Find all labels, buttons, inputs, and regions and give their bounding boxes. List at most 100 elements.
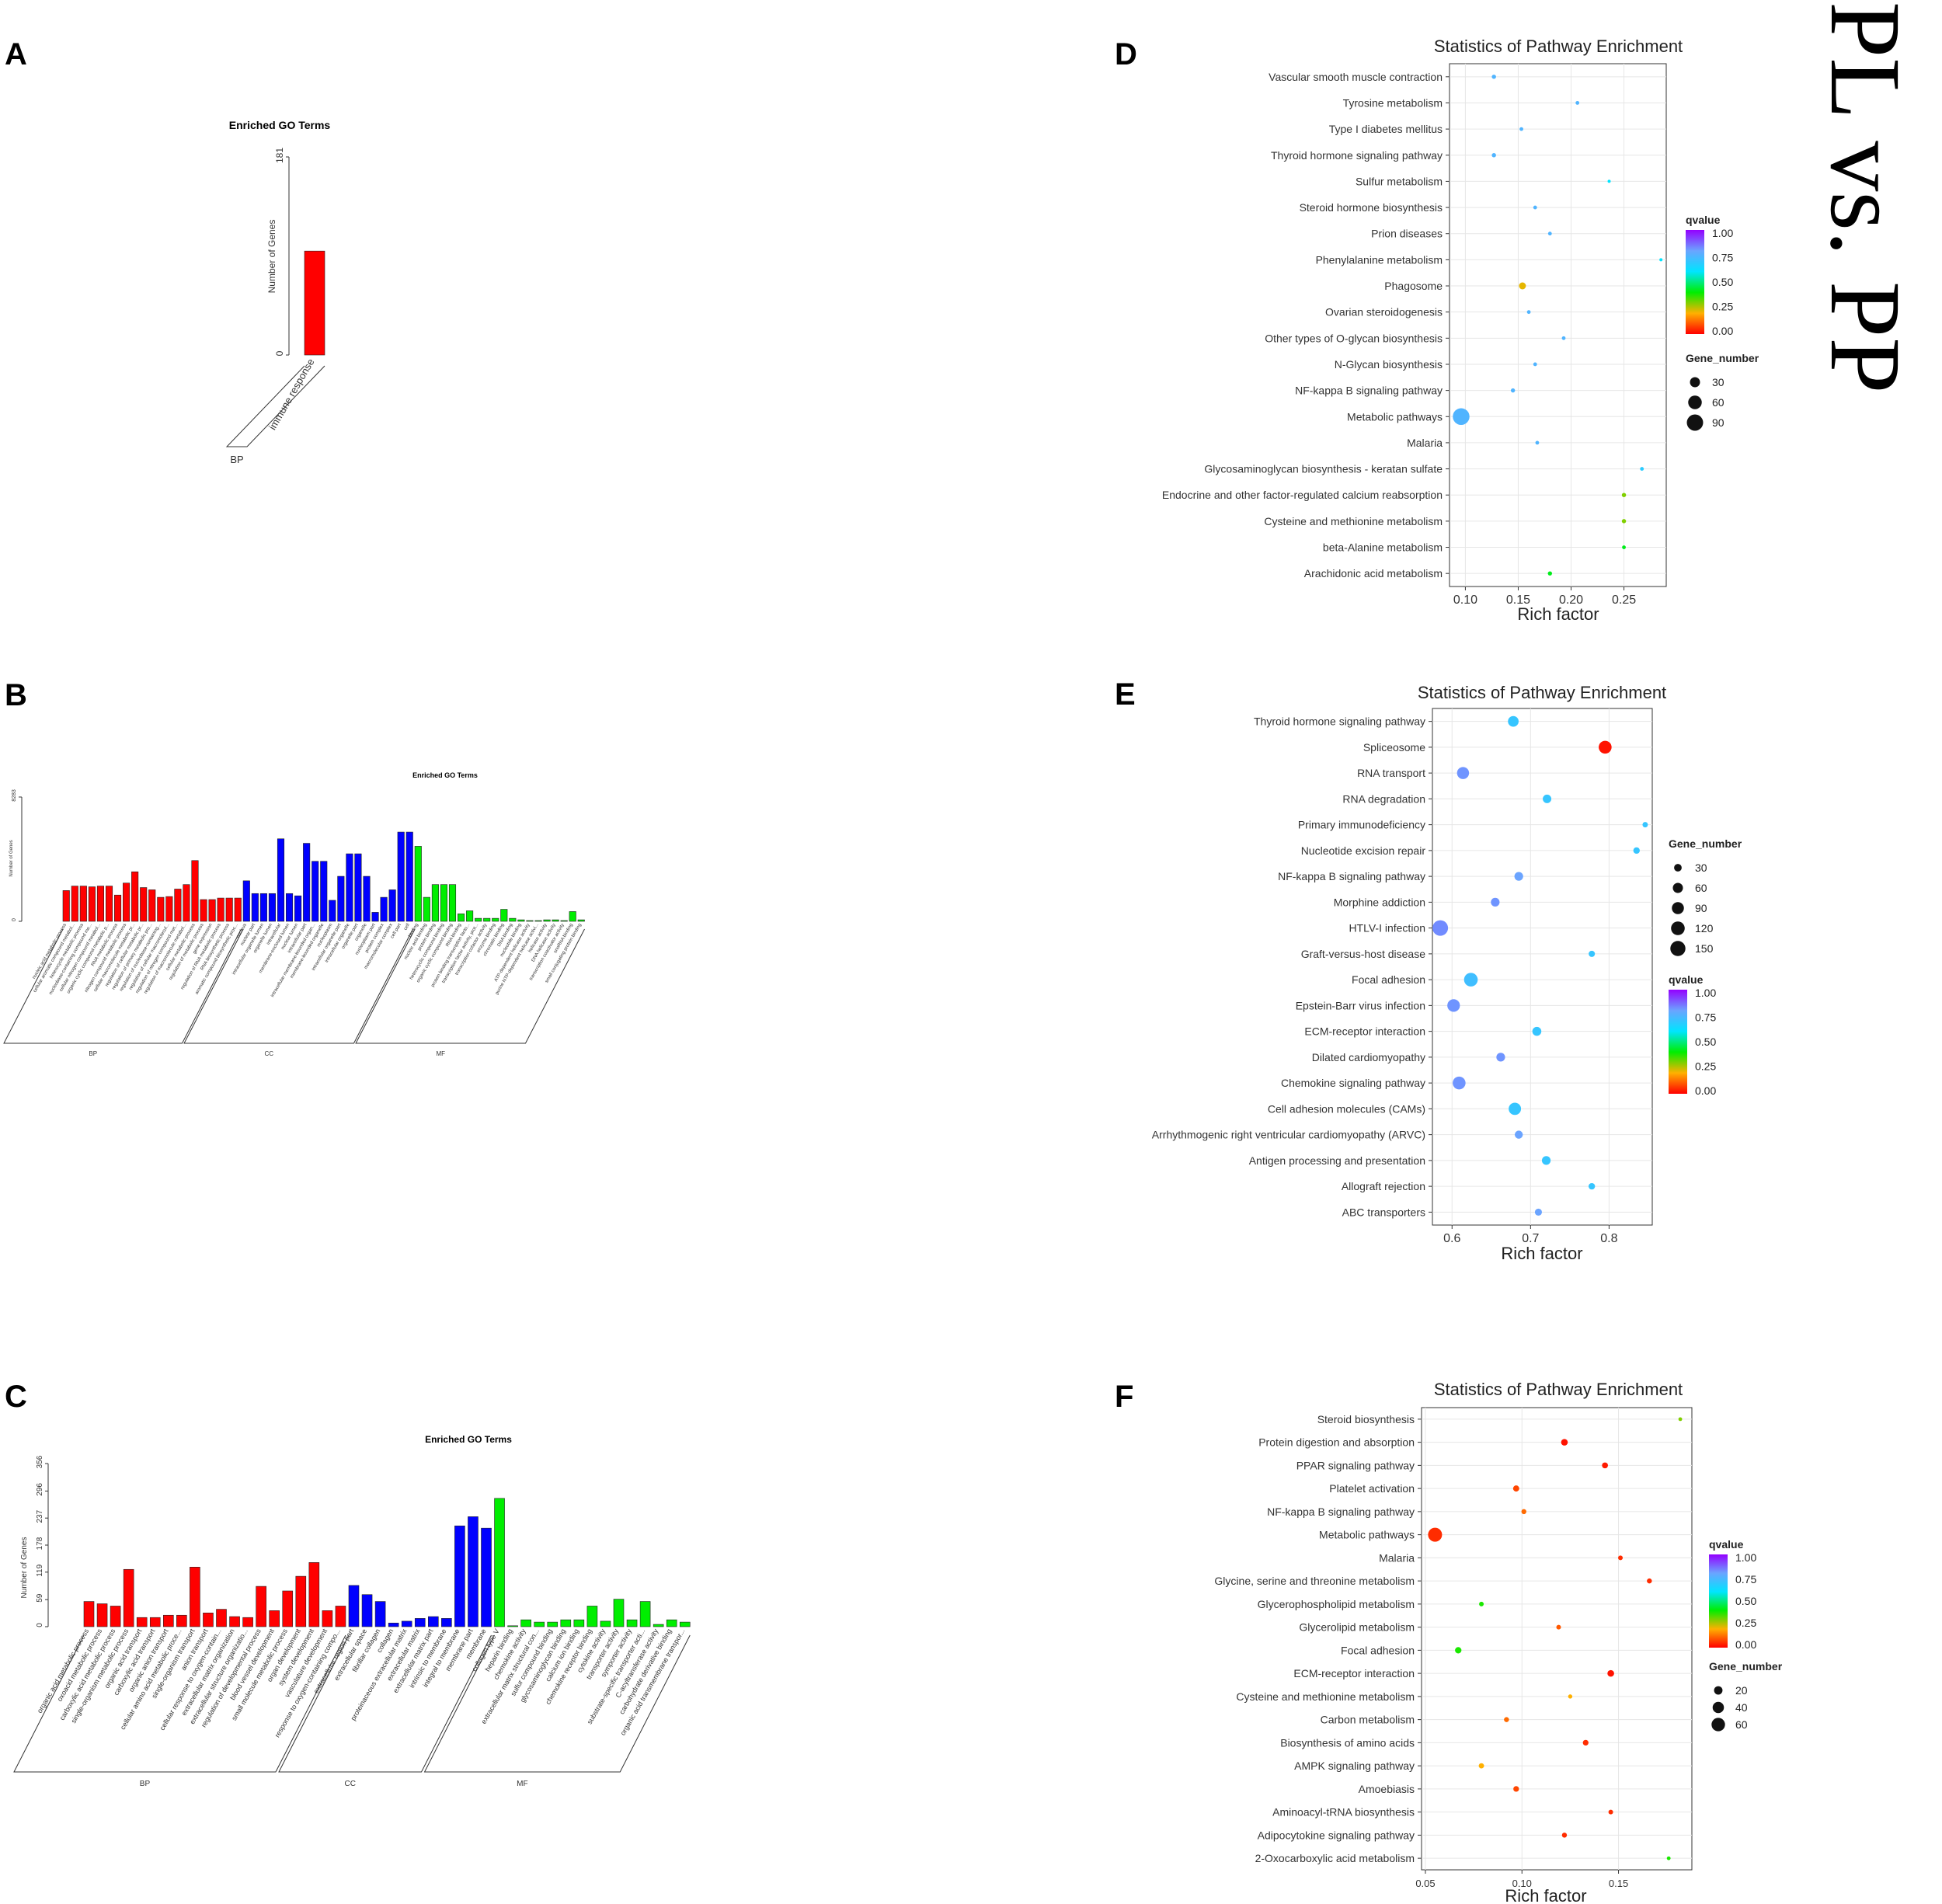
pathway-label: Biosynthesis of amino acids (1280, 1736, 1415, 1749)
group-label-bp: BP (89, 1050, 97, 1057)
bar-bp (88, 886, 96, 922)
panel-d-title: Statistics of Pathway Enrichment (1434, 37, 1683, 56)
bar-bp (322, 1610, 333, 1627)
bar-cc (481, 1527, 492, 1627)
panel-e-title: Statistics of Pathway Enrichment (1418, 683, 1666, 702)
pathway-point (1535, 440, 1540, 445)
pathway-point (1447, 999, 1460, 1012)
x-tick-label: 0.15 (1609, 1878, 1628, 1889)
pathway-point (1479, 1601, 1484, 1606)
pathway-label: Cysteine and methionine metabolism (1236, 1690, 1415, 1703)
pathway-label: RNA transport (1357, 767, 1425, 779)
bar-mf (573, 1619, 585, 1627)
pathway-label: Graft-versus-host disease (1301, 948, 1425, 960)
bar-mf (475, 917, 482, 922)
group-bracket-cc (183, 928, 413, 1044)
gene-number-legend-title: Gene_number (1669, 837, 1742, 850)
bar-bp (131, 871, 139, 922)
panel-f-kegg-scatter: F Statistics of Pathway Enrichment Rich … (1115, 1380, 1783, 1904)
gene-number-legend-dot (1686, 414, 1704, 431)
bar-mf (547, 1621, 559, 1627)
bar-bp (163, 1614, 174, 1627)
pathway-point (1510, 388, 1516, 393)
panel-a-ylabel: Number of Genes (266, 220, 277, 294)
gene-number-legend-label: 20 (1735, 1684, 1748, 1697)
gene-number-legend-label: 90 (1695, 902, 1707, 914)
bar-mf (600, 1620, 611, 1627)
pathway-point (1514, 872, 1523, 881)
comparison-label: PL vs. PP (1809, 2, 1921, 394)
bar-mf (440, 884, 448, 922)
pathway-point (1621, 493, 1627, 497)
bar-mf (500, 909, 508, 922)
panel-f-letter: F (1115, 1380, 1133, 1414)
gene-number-legend-label: 30 (1712, 376, 1724, 388)
pathway-label: Malaria (1379, 1551, 1415, 1564)
pathway-point (1428, 1527, 1443, 1542)
bar-bp (225, 897, 233, 922)
pathway-point (1607, 1669, 1614, 1677)
gene-number-legend-dot (1711, 1718, 1725, 1732)
qvalue-tick-label: 0.75 (1712, 252, 1733, 264)
bar-cc (468, 1516, 479, 1627)
qvalue-legend-title: qvalue (1669, 973, 1704, 986)
qvalue-tick-label: 0.25 (1695, 1060, 1716, 1073)
pathway-label: Tyrosine metabolism (1343, 96, 1443, 109)
group-label-cc: CC (264, 1050, 273, 1057)
bar-mf (626, 1619, 638, 1627)
panel-f-title: Statistics of Pathway Enrichment (1434, 1380, 1683, 1399)
pathway-point (1561, 1833, 1568, 1838)
pathway-label: beta-Alanine metabolism (1323, 541, 1443, 554)
pathway-label: Type I diabetes mellitus (1329, 123, 1443, 135)
bar-bp (234, 897, 242, 922)
group-bracket-cc (278, 1634, 492, 1773)
bar-bp (96, 886, 104, 922)
pathway-label: Steroid biosynthesis (1317, 1413, 1415, 1425)
bar-mf (520, 1619, 531, 1627)
pathway-label: Epstein-Barr virus infection (1296, 999, 1425, 1011)
pathway-label: Malaria (1407, 437, 1443, 449)
pathway-label: Arachidonic acid metabolism (1304, 567, 1443, 580)
bar-mf (613, 1599, 625, 1627)
pathway-point (1602, 1462, 1608, 1469)
qvalue-tick-label: 0.00 (1712, 325, 1733, 337)
plot-frame (1421, 1407, 1693, 1871)
bar-bp (123, 882, 131, 922)
pathway-label: NF-kappa B signaling pathway (1267, 1505, 1415, 1518)
bar-bp (203, 1613, 214, 1627)
pathway-point (1491, 75, 1496, 79)
panel-d-kegg-scatter: D Statistics of Pathway Enrichment Rich … (1115, 37, 1759, 624)
gene-number-legend-label: 40 (1735, 1701, 1748, 1714)
bar-mf (666, 1619, 677, 1627)
pathway-label: Focal adhesion (1341, 1644, 1415, 1656)
category-label: cell (403, 923, 411, 931)
pathway-label: Vascular smooth muscle contraction (1269, 71, 1443, 83)
bar-bp (242, 1617, 253, 1627)
panel-e-xlabel: Rich factor (1501, 1244, 1582, 1263)
panel-c-letter: C (5, 1380, 27, 1414)
bar-bp (71, 886, 78, 922)
bar-bp (83, 1601, 95, 1627)
pathway-label: Prion diseases (1371, 228, 1443, 240)
bar-mf (517, 919, 525, 922)
bar-cc (320, 861, 328, 922)
bar-mf (577, 919, 585, 922)
pathway-label: Protein digestion and absorption (1258, 1436, 1415, 1449)
pathway-point (1618, 1555, 1624, 1561)
pathway-label: Endocrine and other factor-regulated cal… (1162, 489, 1443, 501)
bar-cc (397, 831, 405, 922)
pathway-label: 2-Oxocarboxylic acid metabolism (1255, 1852, 1415, 1864)
x-tick-label: 0.8 (1600, 1232, 1617, 1245)
bar-bp (295, 1575, 307, 1627)
bar-bp (62, 890, 70, 922)
pathway-point (1633, 847, 1640, 855)
bar-bp (282, 1590, 294, 1627)
pathway-point (1582, 1739, 1589, 1746)
bar-mf (679, 1621, 691, 1627)
bar-cc (346, 853, 353, 922)
pathway-label: Dilated cardiomyopathy (1312, 1051, 1425, 1063)
pathway-point (1533, 362, 1537, 367)
gene-number-legend-label: 30 (1695, 861, 1707, 874)
pathway-point (1599, 740, 1612, 754)
panel-d-xlabel: Rich factor (1517, 604, 1599, 624)
